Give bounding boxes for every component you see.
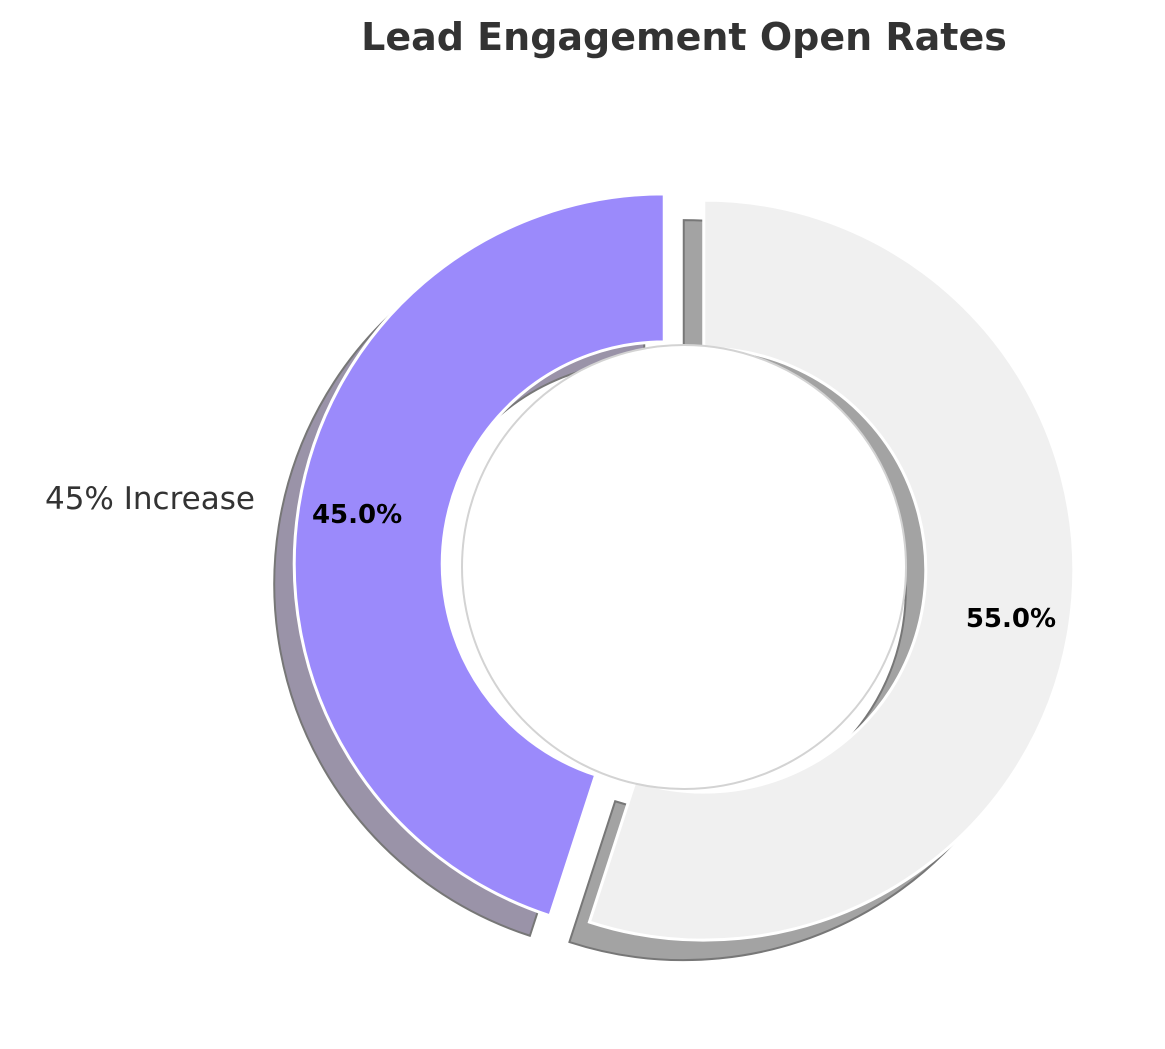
chart-title: Lead Engagement Open Rates [361,15,1007,59]
slice-45-increase [292,192,666,918]
donut-center-hole [461,344,907,790]
pct-label-slice-2: 55.0% [966,604,1056,634]
slice-layer [292,192,1076,942]
slice-slice-2 [587,198,1076,942]
slice-name-label-45-increase: 45% Increase [45,481,255,517]
pct-label-45-increase: 45.0% [312,500,402,530]
label-layer: 45.0% 45% Increase 55.0% [45,481,1056,634]
